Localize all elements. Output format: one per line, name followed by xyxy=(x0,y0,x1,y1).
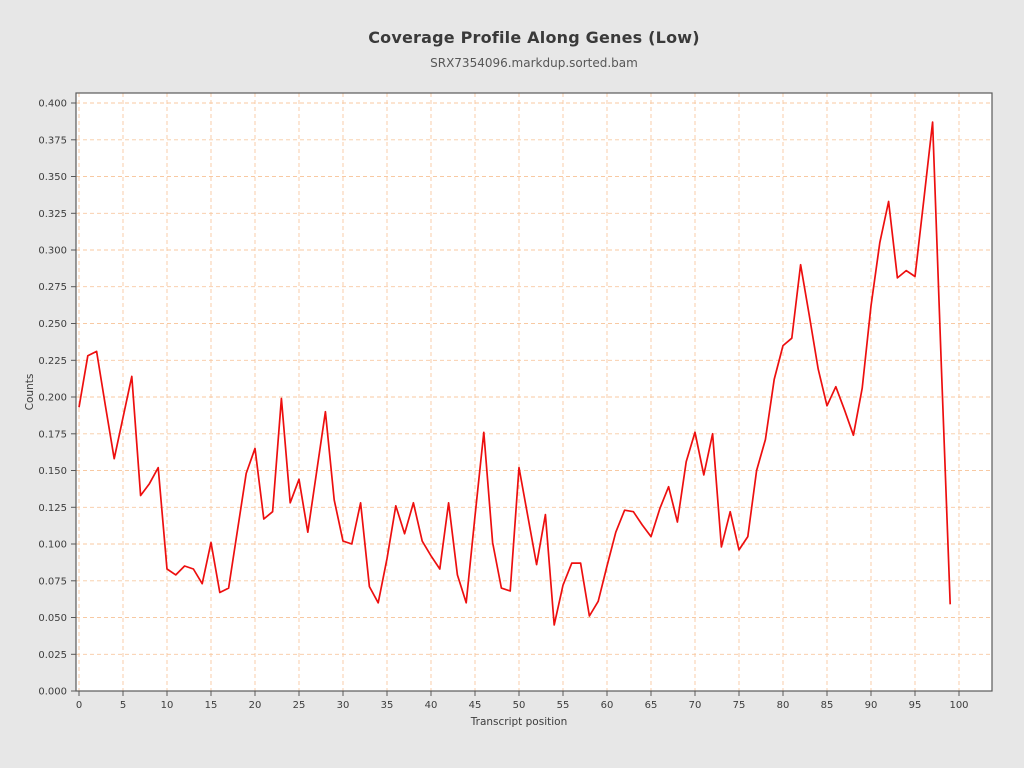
x-tick-label: 95 xyxy=(909,700,922,711)
axis-tick-labels: 0 5 10 15 20 25 30 35 40 45 50 55 60 65 70 75 80 85 90 95 10… xyxy=(38,99,968,712)
x-tick-label: 70 xyxy=(689,700,702,711)
x-tick-label: 75 xyxy=(733,700,746,711)
plot-area xyxy=(76,93,992,691)
y-tick-label: 0.400 xyxy=(38,99,67,110)
grid-lines xyxy=(76,93,992,691)
y-tick-label: 0.125 xyxy=(38,503,67,514)
y-tick-label: 0.175 xyxy=(38,429,67,440)
coverage-line xyxy=(78,121,952,626)
x-tick-label: 60 xyxy=(601,700,614,711)
x-tick-label: 85 xyxy=(821,700,834,711)
x-tick-label: 50 xyxy=(513,700,526,711)
y-tick-label: 0.325 xyxy=(38,209,67,220)
y-axis-label: Counts xyxy=(24,374,36,411)
y-tick-label: 0.250 xyxy=(38,319,67,330)
y-tick-label: 0.300 xyxy=(38,246,67,257)
x-tick-label: 25 xyxy=(293,700,306,711)
x-tick-label: 40 xyxy=(425,700,438,711)
chart-subtitle: SRX7354096.markdup.sorted.bam xyxy=(430,56,638,70)
axis-ticks xyxy=(71,102,960,696)
x-tick-label: 10 xyxy=(161,700,174,711)
x-tick-label: 80 xyxy=(777,700,790,711)
y-tick-label: 0.075 xyxy=(38,576,67,587)
y-tick-label: 0.000 xyxy=(38,687,67,698)
x-tick-label: 100 xyxy=(949,700,968,711)
y-tick-label: 0.025 xyxy=(38,650,67,661)
y-tick-label: 0.225 xyxy=(38,356,67,367)
y-tick-label: 0.150 xyxy=(38,466,67,477)
x-tick-label: 15 xyxy=(205,700,218,711)
x-tick-label: 0 xyxy=(76,700,82,711)
x-tick-label: 45 xyxy=(469,700,482,711)
x-tick-label: 65 xyxy=(645,700,658,711)
plot-frame xyxy=(75,92,993,692)
y-tick-label: 0.375 xyxy=(38,135,67,146)
chart-title: Coverage Profile Along Genes (Low) xyxy=(368,28,700,47)
x-tick-label: 5 xyxy=(120,700,126,711)
y-tick-label: 0.100 xyxy=(38,540,67,551)
x-tick-label: 20 xyxy=(249,700,262,711)
x-tick-label: 35 xyxy=(381,700,394,711)
y-tick-label: 0.200 xyxy=(38,393,67,404)
y-tick-label: 0.050 xyxy=(38,613,67,624)
y-tick-label: 0.275 xyxy=(38,282,67,293)
x-tick-label: 90 xyxy=(865,700,878,711)
x-tick-label: 30 xyxy=(337,700,350,711)
y-tick-label: 0.350 xyxy=(38,172,67,183)
x-axis-label: Transcript position xyxy=(470,716,567,728)
x-tick-label: 55 xyxy=(557,700,570,711)
